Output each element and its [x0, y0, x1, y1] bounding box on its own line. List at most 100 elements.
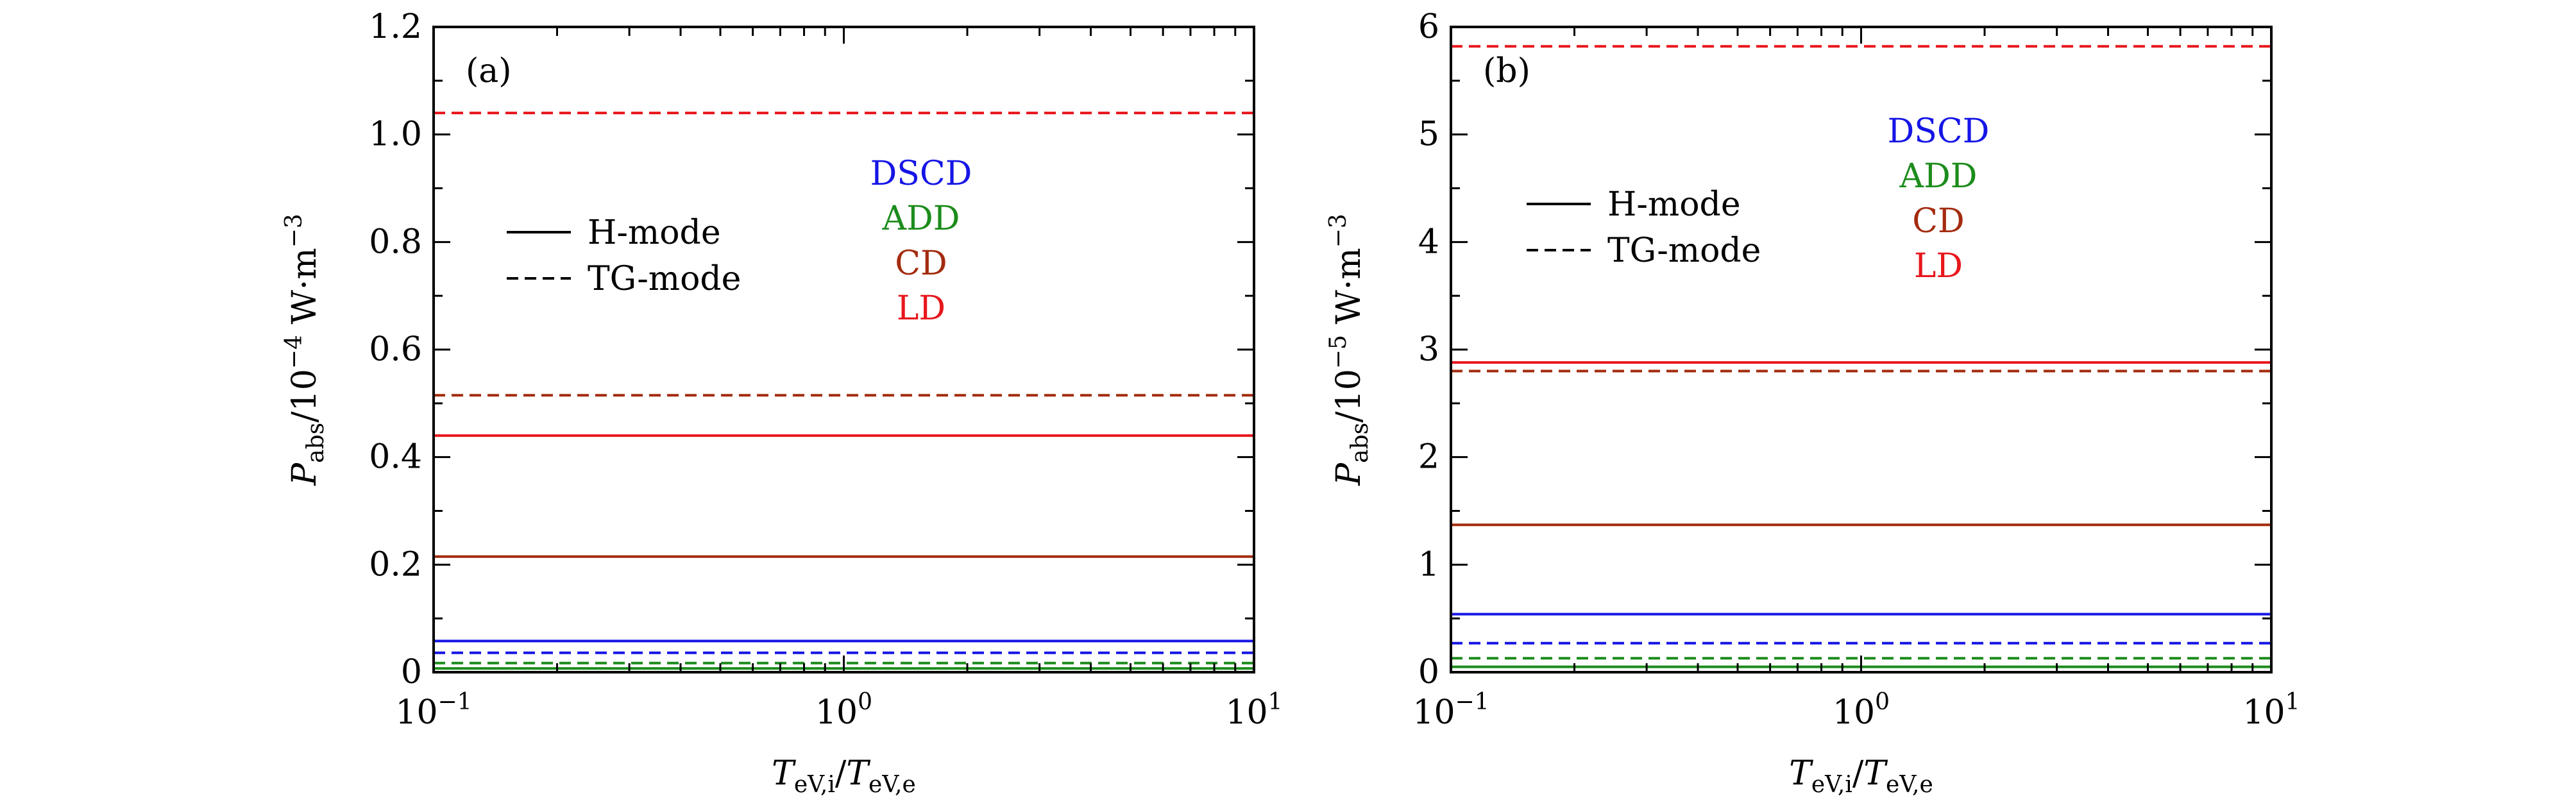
legend-color-label-dscd: DSCD: [870, 155, 972, 193]
legend-style-label: H-mode: [1607, 185, 1741, 224]
x-tick-base: 10: [2242, 693, 2285, 732]
y-axis-label-subscript: abs: [1347, 423, 1373, 463]
legend-style-label-text: TG-mode: [588, 260, 741, 298]
y-tick-label-text: 0.6: [369, 330, 422, 369]
x-axis-label-symbol: T: [1863, 754, 1888, 793]
panel-label: (b): [1483, 52, 1530, 90]
y-axis-label-symbol: P: [1330, 462, 1368, 486]
x-tick-exponent: −1: [1455, 689, 1489, 715]
legend-color-label-cd: CD: [1912, 202, 1964, 241]
plot-frame: [1450, 26, 2273, 673]
legend-color-label-add: ADD: [882, 199, 960, 238]
legend-style-label: TG-mode: [588, 260, 741, 298]
x-tick-label: 10−1: [395, 689, 471, 732]
legend-color-label-dscd: DSCD: [1888, 112, 1990, 151]
x-axis-label-subscript: eV,i: [1811, 772, 1852, 796]
legend-color-label-text: CD: [1912, 202, 1964, 241]
x-tick-label: 100: [1833, 689, 1890, 732]
x-axis-label: TeV,i/TeV,e: [772, 754, 916, 796]
x-axis-label-separator: /: [1852, 754, 1864, 793]
y-axis-label-unit: W·m: [1330, 248, 1368, 335]
y-axis-label-unit-exponent: −3: [1325, 214, 1352, 248]
x-tick-base: 10: [815, 693, 858, 732]
x-axis-label-symbol: T: [772, 754, 796, 793]
y-tick-label: 0.4: [369, 438, 422, 477]
panel-label-text: (b): [1483, 52, 1530, 90]
x-tick-label: 101: [2242, 689, 2300, 732]
tick-marks: [1450, 26, 2273, 673]
y-tick-label-text: 0: [1418, 653, 1439, 691]
x-axis-label-subscript: eV,i: [794, 772, 835, 796]
x-tick-exponent: 1: [1268, 689, 1283, 715]
legend-color-label-cd: CD: [895, 244, 947, 283]
legend-color-label-text: DSCD: [1888, 112, 1990, 151]
legend-color-label-text: LD: [897, 289, 945, 328]
x-tick-label: 100: [815, 689, 872, 732]
y-tick-label-text: 1: [1418, 545, 1439, 584]
y-tick-label: 4: [1418, 223, 1439, 261]
legend-style-label-text: H-mode: [1607, 185, 1741, 224]
panel-label-text: (a): [466, 52, 512, 90]
legend-color-label-ld: LD: [1914, 247, 1963, 285]
y-tick-label-text: 5: [1418, 115, 1439, 154]
x-tick-base: 10: [395, 693, 437, 732]
x-tick-base: 10: [1833, 693, 1875, 732]
y-tick-label-text: 4: [1418, 223, 1439, 261]
y-tick-label-text: 0.8: [369, 223, 422, 261]
panel-label: (a): [466, 52, 512, 90]
y-tick-label: 0: [1418, 653, 1439, 691]
x-tick-label: 101: [1225, 689, 1282, 732]
x-tick-label: 10−1: [1412, 689, 1489, 732]
y-axis-label: Pabs/10−4 W·m−3: [281, 214, 329, 486]
y-tick-label-text: 0: [401, 653, 422, 691]
x-axis-label-symbol: T: [846, 754, 870, 793]
x-tick-base: 10: [1412, 693, 1455, 732]
y-tick-label-text: 6: [1418, 8, 1439, 46]
legend-style-label-text: H-mode: [588, 214, 721, 252]
y-axis-label-unit-exponent: −3: [281, 214, 307, 248]
plot-frame: [432, 26, 1255, 673]
y-axis-label: Pabs/10−5 W·m−3: [1325, 214, 1373, 486]
legend-color-label-text: LD: [1914, 247, 1963, 285]
y-axis-label-unit: W·m: [285, 248, 324, 335]
y-tick-label: 5: [1418, 115, 1439, 154]
y-tick-label-text: 1.0: [369, 115, 422, 154]
y-axis-label-subscript: abs: [303, 423, 329, 463]
y-tick-label: 1.2: [369, 8, 422, 46]
x-tick-base: 10: [1225, 693, 1267, 732]
tick-marks: [432, 26, 1255, 673]
y-axis-label-exponent: −5: [1325, 335, 1352, 369]
x-axis-label-separator: /: [835, 754, 847, 793]
y-tick-label: 3: [1418, 330, 1439, 369]
y-tick-label: 0.6: [369, 330, 422, 369]
y-tick-label-text: 0.2: [369, 545, 422, 584]
legend-color-label-text: ADD: [882, 199, 960, 238]
legend-style-label: H-mode: [588, 214, 721, 252]
y-tick-label: 6: [1418, 8, 1439, 46]
legend-color-label-ld: LD: [897, 289, 945, 328]
y-tick-label: 0.2: [369, 545, 422, 584]
y-tick-label: 0.8: [369, 223, 422, 261]
legend-color-label-text: DSCD: [870, 155, 972, 193]
legend-style-label: TG-mode: [1607, 232, 1761, 270]
y-tick-label-text: 1.2: [369, 8, 422, 46]
x-axis-label-subscript: eV,e: [869, 772, 916, 796]
y-tick-label-text: 2: [1418, 438, 1439, 477]
y-tick-label: 1.0: [369, 115, 422, 154]
x-tick-exponent: −1: [438, 689, 472, 715]
x-tick-exponent: 0: [858, 689, 872, 715]
legend-color-label-text: ADD: [1899, 157, 1978, 196]
legend-style-label-text: TG-mode: [1607, 232, 1761, 270]
y-tick-label-text: 3: [1418, 330, 1439, 369]
y-axis-label-symbol: P: [285, 462, 324, 486]
x-axis-label: TeV,i/TeV,e: [1789, 754, 1933, 796]
y-tick-label: 2: [1418, 438, 1439, 477]
y-axis-label-scale: /10: [285, 369, 324, 423]
x-tick-exponent: 0: [1875, 689, 1890, 715]
x-tick-exponent: 1: [2285, 689, 2300, 715]
y-axis-label-scale: /10: [1330, 369, 1368, 423]
y-tick-label: 1: [1418, 545, 1439, 584]
legend-color-label-text: CD: [895, 244, 947, 283]
